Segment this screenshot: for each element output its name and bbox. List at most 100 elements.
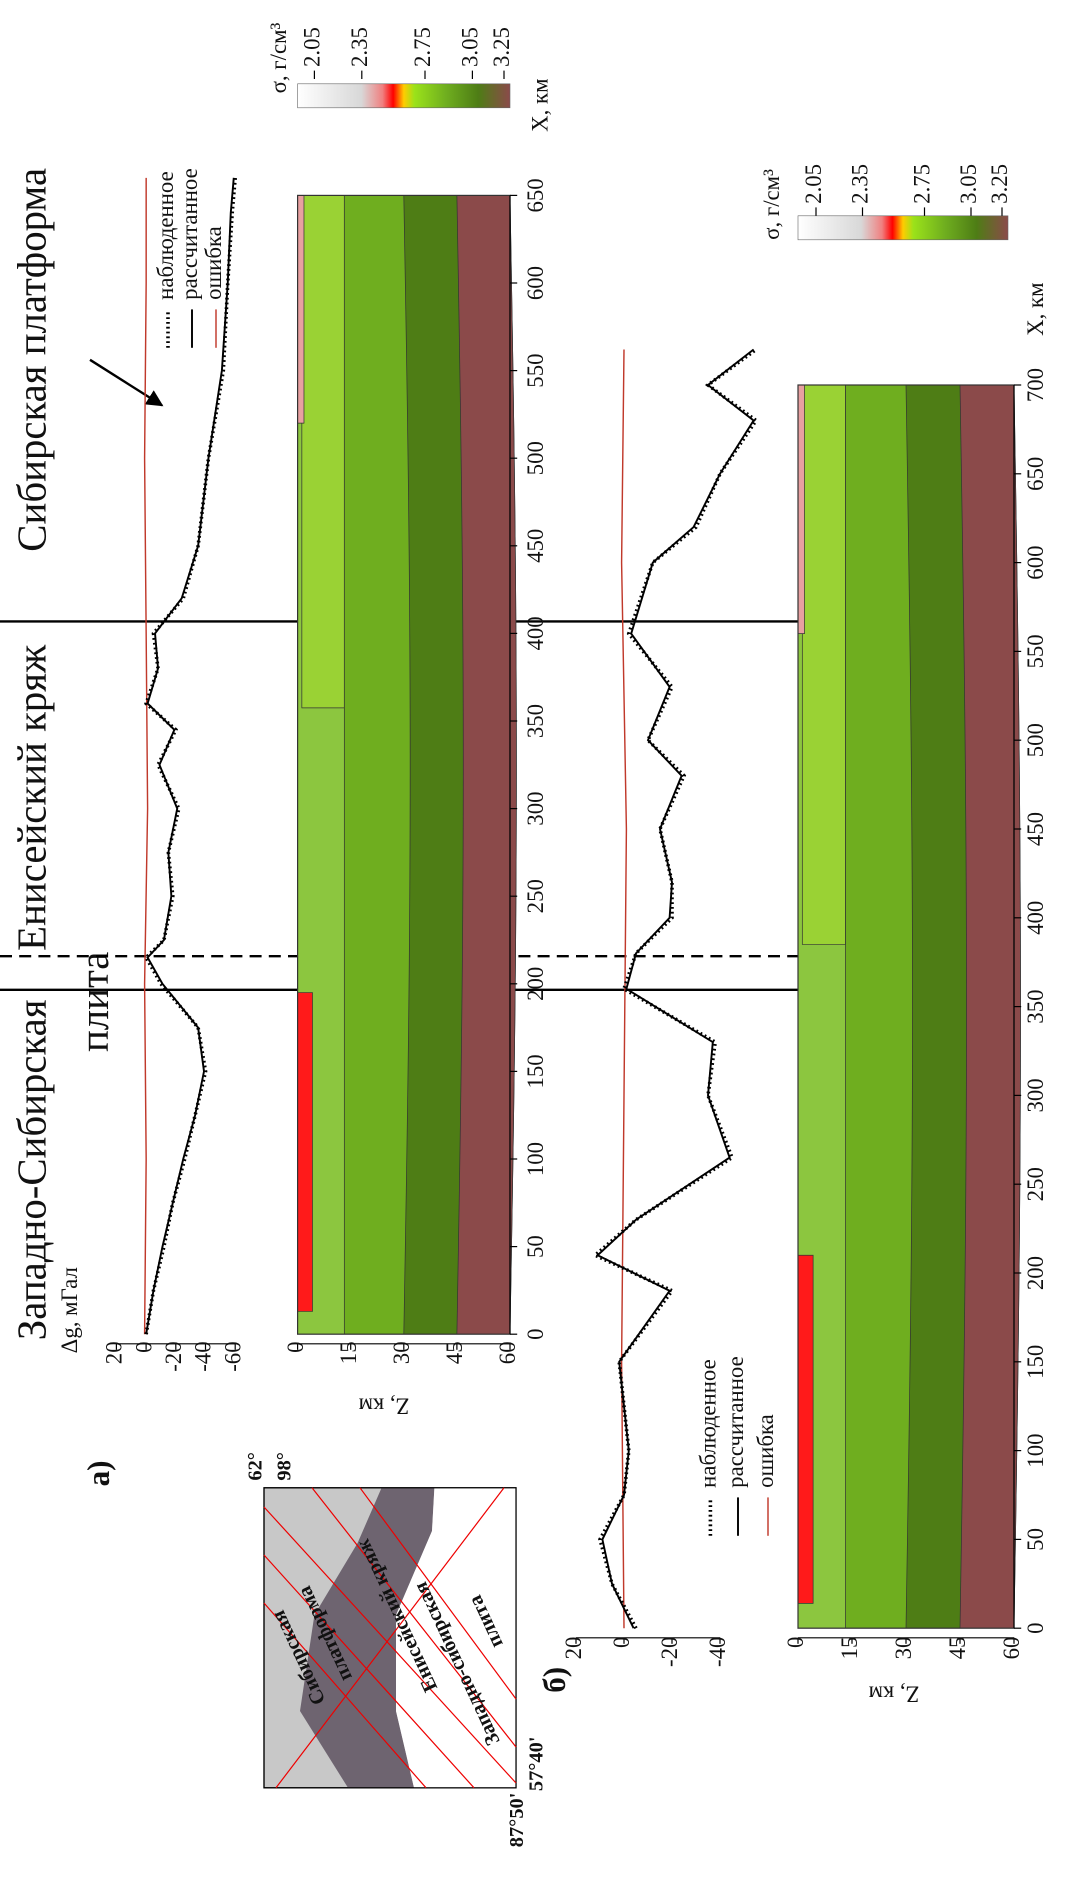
- z-tick-label: 0: [783, 1637, 808, 1648]
- map-corner: 62°: [244, 1452, 266, 1481]
- x-tick-label: 250: [1023, 1167, 1048, 1201]
- x-axis-label: X, км: [1023, 282, 1048, 335]
- density-label: σ, г/см³: [759, 169, 784, 240]
- section-layer: [456, 195, 517, 1335]
- error-curve: [620, 349, 628, 1629]
- x-tick-label: 700: [1023, 368, 1048, 402]
- observed-curve: [143, 177, 237, 1335]
- map-corner: 87°50': [506, 1793, 528, 1848]
- x-tick-label: 150: [523, 1054, 548, 1088]
- x-tick-label: 50: [1023, 1528, 1048, 1551]
- x-tick-label: 450: [523, 529, 548, 563]
- density-tick-label: 2.05: [300, 27, 325, 67]
- density-tick-label: 3.05: [458, 27, 483, 67]
- x-axis-label: X, км: [528, 78, 553, 131]
- x-tick-label: 0: [523, 1328, 548, 1339]
- section-layer: [301, 195, 345, 709]
- density-tick-label: 3.05: [956, 164, 981, 204]
- density-label: σ, г/см³: [266, 22, 291, 93]
- z-axis-label: Z, км: [869, 1682, 920, 1707]
- region-title: плита: [72, 952, 117, 1052]
- section-layer: [797, 1254, 814, 1604]
- z-tick-label: 45: [442, 1341, 467, 1364]
- region-title: Западно-Сибирская: [9, 999, 54, 1340]
- x-tick-label: 450: [1023, 812, 1048, 846]
- legend-label: ошибка: [201, 226, 226, 300]
- legend-label: рассчитанное: [723, 1356, 748, 1488]
- x-tick-label: 100: [523, 1142, 548, 1176]
- x-tick-label: 350: [1023, 989, 1048, 1023]
- section-layer: [801, 384, 846, 945]
- density-tick-label: 2.05: [801, 164, 826, 204]
- x-tick-label: 50: [523, 1235, 548, 1258]
- x-tick-label: 600: [1023, 545, 1048, 579]
- z-tick-label: 30: [891, 1637, 916, 1660]
- x-tick-label: 150: [1023, 1345, 1048, 1379]
- x-tick-label: 100: [1023, 1433, 1048, 1467]
- x-tick-label: 400: [1023, 901, 1048, 935]
- x-tick-label: 350: [523, 704, 548, 738]
- g-tick-label: -40: [705, 1637, 730, 1667]
- legend-label: наблюденное: [153, 171, 178, 300]
- density-colorbar: [797, 215, 1009, 241]
- x-tick-label: 300: [1023, 1078, 1048, 1112]
- region-title: Сибирская платформа: [9, 168, 54, 552]
- arrow: [89, 358, 164, 407]
- density-tick-label: 3.25: [489, 27, 514, 67]
- g-tick-label: 20: [102, 1341, 127, 1364]
- g-tick-label: 0: [131, 1341, 156, 1352]
- x-tick-label: 650: [1023, 457, 1048, 491]
- legend-label: наблюденное: [696, 1359, 721, 1488]
- map-corner: 98°: [273, 1452, 295, 1481]
- observed-curve: [591, 348, 759, 1630]
- legend-label: рассчитанное: [177, 168, 202, 300]
- density-colorbar: [297, 83, 511, 109]
- section-layer: [797, 384, 805, 634]
- location-map: [263, 1487, 517, 1789]
- panel-label: б): [537, 1667, 572, 1693]
- g-tick-label: -20: [161, 1341, 186, 1371]
- calculated-curve: [145, 177, 235, 1335]
- x-tick-label: 550: [1023, 634, 1048, 668]
- g-axis-label: Δg, мГал: [57, 1267, 82, 1353]
- z-tick-label: 60: [495, 1341, 520, 1364]
- z-axis-label: Z, км: [359, 1394, 410, 1419]
- x-tick-label: 0: [1023, 1622, 1048, 1633]
- density-tick-label: 2.75: [910, 164, 935, 204]
- section-layer: [297, 992, 313, 1312]
- legend-label: ошибка: [753, 1414, 778, 1488]
- x-tick-label: 600: [523, 266, 548, 300]
- panel-label: а): [81, 1460, 116, 1486]
- x-tick-label: 650: [523, 178, 548, 212]
- density-tick-label: 2.35: [347, 27, 372, 67]
- x-tick-label: 250: [523, 879, 548, 913]
- figure-body: Западно-Сибирская плита Енисейский кряж Сиб…: [0, 22, 1048, 1847]
- x-tick-label: 200: [523, 967, 548, 1001]
- g-tick-label: -20: [657, 1637, 682, 1667]
- z-tick-label: 0: [283, 1341, 308, 1352]
- x-tick-label: 550: [523, 353, 548, 387]
- section-layer: [959, 384, 1021, 1629]
- z-tick-label: 15: [336, 1341, 361, 1364]
- g-tick-label: -60: [220, 1341, 245, 1371]
- x-tick-label: 500: [523, 441, 548, 475]
- z-tick-label: 15: [837, 1637, 862, 1660]
- z-tick-label: 60: [999, 1637, 1024, 1660]
- map-corner: 57°40': [525, 1736, 547, 1791]
- density-tick-label: 3.25: [987, 164, 1012, 204]
- z-tick-label: 30: [389, 1341, 414, 1364]
- x-tick-label: 300: [523, 791, 548, 825]
- density-tick-label: 2.35: [848, 164, 873, 204]
- error-curve: [143, 177, 149, 1335]
- x-tick-label: 500: [1023, 723, 1048, 757]
- region-title: Енисейский кряж: [9, 644, 54, 951]
- x-tick-label: 200: [1023, 1256, 1048, 1290]
- section-layer: [297, 195, 305, 424]
- x-tick-label: 400: [523, 616, 548, 650]
- g-tick-label: 0: [609, 1637, 634, 1648]
- g-tick-label: 20: [561, 1637, 586, 1660]
- g-tick-label: -40: [191, 1341, 216, 1371]
- z-tick-label: 45: [945, 1637, 970, 1660]
- density-tick-label: 2.75: [410, 27, 435, 67]
